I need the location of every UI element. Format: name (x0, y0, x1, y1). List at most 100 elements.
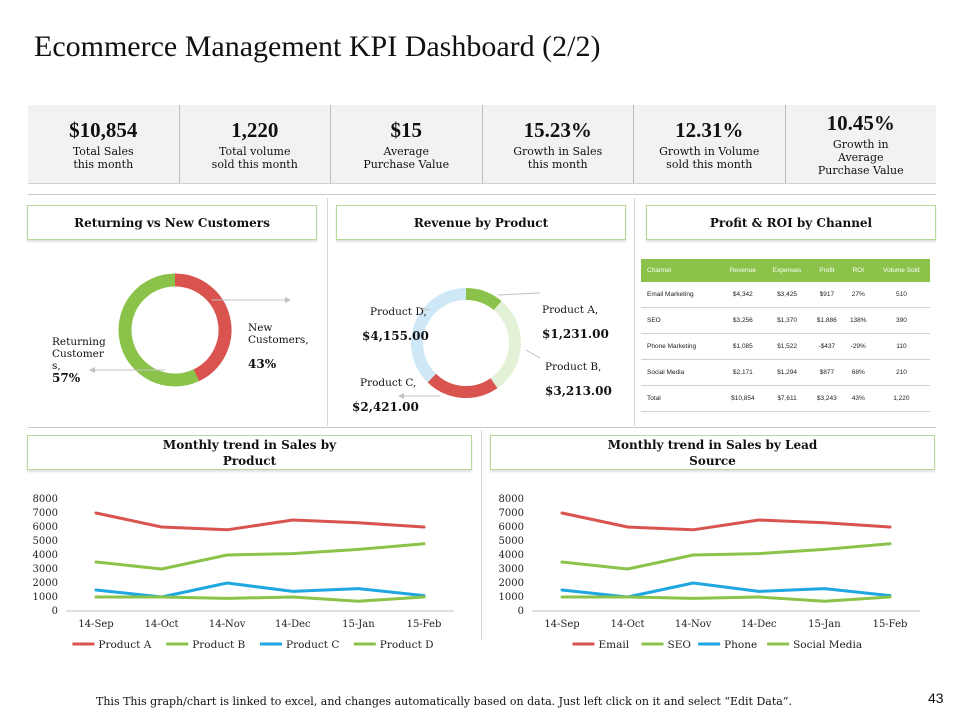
kpi-growth-avg-purchase: 10.45% Growth in Average Purchase Value (786, 105, 937, 183)
panel-title-trend-product: Monthly trend in Sales by Product (27, 435, 472, 470)
table-cell: $3,243 (809, 385, 844, 412)
leader-line (497, 292, 541, 296)
table-cell: 138% (843, 307, 873, 334)
donut-slice-product-b (490, 301, 521, 389)
kpi-value: $15 (390, 117, 423, 142)
legend-label: Social Media (793, 639, 862, 651)
y-tick-label: 0 (518, 606, 524, 617)
label-value: $4,155.00 (362, 329, 429, 343)
x-tick-label: 15-Feb (873, 619, 908, 630)
divider (28, 427, 936, 428)
series-line-social-media (560, 595, 892, 603)
y-tick-label: 4000 (499, 550, 524, 561)
sales-by-lead-source-line-chart: 0 1000 2000 3000 4000 5000 6000 7000 8000 14-Sep 1… (499, 494, 920, 651)
donut-slice-product-a (465, 288, 502, 311)
table-row-total: Total $10,854 $7,611 $3,243 43% 1,220 (641, 385, 930, 412)
kpi-label: Growth in Volume sold this month (659, 144, 760, 171)
y-tick-label: 5000 (33, 536, 58, 547)
y-tick-label: 5000 (499, 536, 524, 547)
table-cell: Social Media (641, 359, 722, 386)
table-cell: SEO (641, 307, 722, 334)
column-header: Volume Sold (872, 259, 930, 282)
page-title: Ecommerce Management KPI Dashboard (2/2) (34, 30, 601, 63)
kpi-growth-sales: 15.23% Growth in Sales this month (483, 105, 634, 183)
x-tick-label: 14-Nov (209, 619, 246, 630)
column-header: ROI (843, 259, 873, 282)
series-line-product-b (94, 542, 426, 571)
table-cell: $1,370 (764, 307, 810, 334)
table-cell: $1,085 (721, 333, 765, 360)
table-cell: $3,256 (721, 307, 765, 334)
x-tick-label: 14-Oct (611, 619, 645, 630)
leader-arrow (285, 297, 291, 303)
table-cell: Total (641, 385, 722, 412)
table-cell: $1,886 (809, 307, 844, 334)
table-cell: $2,171 (721, 359, 765, 386)
y-tick-label: 7000 (499, 508, 524, 519)
table-row: Phone Marketing $1,085 $1,522 -$437 -29%… (641, 333, 930, 360)
kpi-value: 10.45% (826, 111, 895, 135)
x-tick-label: 14-Dec (275, 619, 311, 630)
column-header: Channel (641, 259, 722, 282)
x-tick-label: 14-Oct (145, 619, 179, 630)
kpi-strip: $10,854 Total Sales this month 1,220 Tot… (28, 105, 936, 184)
y-tick-label: 6000 (499, 522, 524, 533)
table-cell: $877 (809, 359, 844, 386)
legend-label: Product C (286, 639, 339, 651)
label-product-d: Product D, $4,155.00 (362, 294, 429, 343)
x-tick-label: 14-Sep (544, 619, 579, 630)
label-value: $1,231.00 (542, 327, 609, 341)
x-tick-label: 15-Feb (407, 619, 442, 630)
table-cell: $7,611 (764, 385, 810, 412)
kpi-value: $10,854 (69, 117, 138, 142)
leader-line (525, 349, 541, 359)
y-tick-label: 1000 (33, 592, 58, 603)
table-row: Email Marketing $4,342 $3,425 $917 27% 5… (641, 282, 930, 308)
label-product-b: Product B, $3,213.00 (545, 349, 612, 398)
panel-title-revenue: Revenue by Product (336, 205, 626, 240)
donut-slice-new-customers (174, 273, 232, 382)
legend-label: Product D (380, 639, 434, 651)
sales-by-product-line-chart: 0 1000 2000 3000 4000 5000 6000 7000 8000 14-Sep 1… (33, 494, 454, 651)
x-tick-label: 15-Jan (808, 619, 841, 630)
x-tick-label: 14-Sep (78, 619, 113, 630)
y-tick-label: 0 (52, 606, 58, 617)
kpi-label: Total Sales this month (72, 144, 134, 171)
table-cell: $1,294 (764, 359, 810, 386)
y-tick-label: 2000 (499, 578, 524, 589)
y-tick-label: 8000 (33, 494, 58, 505)
label-product-a: Product A, $1,231.00 (542, 292, 609, 341)
series-line-product-c (94, 581, 426, 599)
kpi-label: Total volume sold this month (211, 144, 298, 171)
legend-label: Product A (98, 639, 151, 651)
profit-roi-table: Channel Revenue Expenses Profit ROI Volu… (641, 259, 930, 412)
kpi-growth-volume: 12.31% Growth in Volume sold this month (634, 105, 786, 183)
table-cell: -$437 (809, 333, 844, 360)
legend-label: Email (599, 639, 630, 651)
table-cell: 43% (843, 385, 873, 412)
y-tick-label: 2000 (33, 578, 58, 589)
column-header: Profit (809, 259, 844, 282)
y-tick-label: 3000 (33, 564, 58, 575)
label-value: 57% (52, 371, 81, 385)
y-tick-label: 3000 (499, 564, 524, 575)
table-cell: Email Marketing (641, 282, 722, 308)
label-value: $3,213.00 (545, 384, 612, 398)
panel-title-profit: Profit & ROI by Channel (646, 205, 936, 240)
table-row: SEO $3,256 $1,370 $1,886 138% 390 (641, 307, 930, 334)
table-cell: $917 (809, 282, 844, 308)
table-cell: $4,342 (721, 282, 765, 308)
page-number: 43 (928, 690, 944, 706)
table-cell: -29% (843, 333, 873, 360)
kpi-total-sales: $10,854 Total Sales this month (28, 105, 180, 183)
y-tick-label: 6000 (33, 522, 58, 533)
kpi-label: Growth in Sales this month (513, 144, 603, 171)
divider (28, 194, 936, 195)
panel-title-trend-lead: Monthly trend in Sales by Lead Source (490, 435, 935, 470)
label-name: Returning Customer s, (52, 336, 106, 372)
legend-label: Phone (724, 639, 757, 651)
kpi-value: 1,220 (231, 117, 279, 142)
kpi-label: Growth in Average Purchase Value (817, 138, 904, 177)
legend-label: SEO (668, 639, 692, 651)
table-cell: 510 (872, 282, 930, 308)
